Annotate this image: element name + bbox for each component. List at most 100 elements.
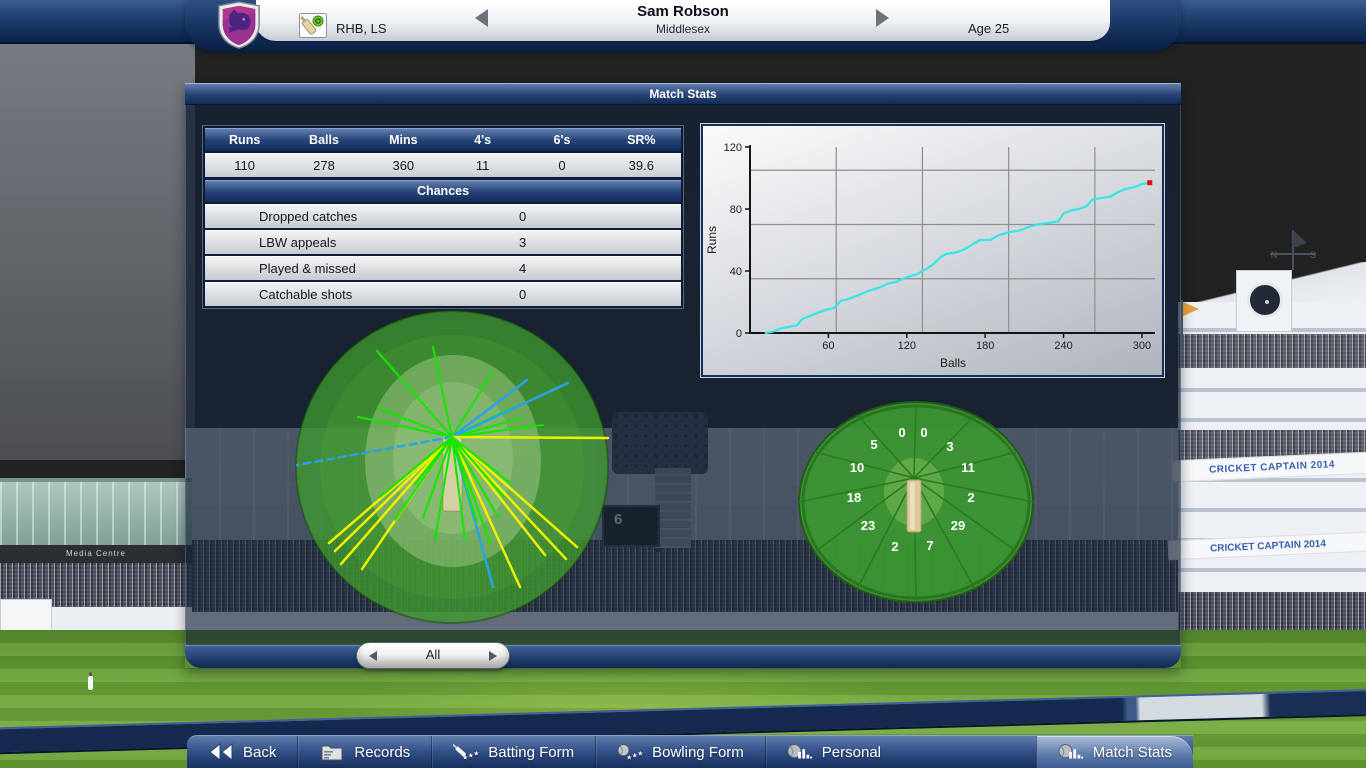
svg-text:120: 120	[724, 142, 742, 154]
svg-text:★: ★	[638, 750, 644, 758]
svg-text:Runs: Runs	[705, 226, 719, 254]
stat-value: 0	[558, 158, 566, 173]
player-age: Age 25	[968, 21, 1010, 36]
svg-text:★: ★	[632, 752, 638, 760]
ball-bars-icon	[1058, 741, 1084, 763]
media-centre-glass	[0, 478, 192, 545]
chances-row: Dropped catches 0	[205, 204, 681, 228]
zone-runs-label: 2	[967, 490, 974, 505]
svg-text:★: ★	[468, 752, 474, 760]
nav-label: Back	[243, 743, 277, 761]
player-banner: RHB, LS Sam Robson Middlesex Age 25	[256, 0, 1110, 43]
nav-back[interactable]: Back	[187, 736, 297, 768]
zone-runs-label: 23	[861, 518, 875, 533]
wagon-wheel	[295, 310, 610, 624]
svg-text:★: ★	[626, 753, 632, 761]
innings-filter[interactable]: All	[356, 642, 510, 669]
stats-header-row: Runs Balls Mins 4's 6's SR%	[205, 128, 681, 151]
ball-bars-icon	[787, 741, 813, 763]
stat-value: 11	[475, 158, 490, 173]
chances-value: 0	[519, 287, 527, 302]
chances-row: Catchable shots 0	[205, 282, 681, 306]
batting-stats-table: Runs Balls Mins 4's 6's SR% 110 278 360 11 0 39.6 …	[203, 126, 683, 308]
nav-records[interactable]: Records	[297, 736, 431, 768]
stat-value: 278	[313, 158, 335, 173]
svg-text:240: 240	[1054, 340, 1072, 352]
nav-bowling-form[interactable]: ★ ★ ★ Bowling Form	[595, 736, 765, 768]
chances-label: Dropped catches	[259, 209, 358, 224]
chances-label: LBW appeals	[259, 235, 337, 250]
fielder	[88, 672, 93, 690]
nav-batting-form[interactable]: ★ ★ ★ Batting Form	[431, 736, 595, 768]
zone-runs-label: 10	[850, 460, 864, 475]
svg-text:180: 180	[976, 340, 994, 352]
stat-column-header: Balls	[309, 133, 339, 147]
team-crest-icon	[218, 1, 260, 49]
svg-text:0: 0	[736, 328, 742, 340]
folder-icon	[319, 741, 345, 763]
player-name: Sam Robson	[637, 3, 729, 20]
zone-runs-label: 11	[961, 460, 975, 475]
chances-value: 0	[519, 209, 527, 224]
ball-stars-icon: ★ ★ ★	[617, 741, 643, 763]
svg-text:80: 80	[730, 204, 742, 216]
zone-runs-label: 7	[926, 538, 933, 553]
nav-label: Records	[354, 743, 411, 761]
filter-prev-arrow[interactable]	[369, 651, 377, 661]
nav-label: Bowling Form	[652, 743, 744, 761]
svg-text:★: ★	[474, 750, 480, 758]
next-player-arrow[interactable]	[876, 9, 889, 27]
nav-label: Match Stats	[1092, 743, 1172, 761]
chances-value: 4	[519, 261, 527, 276]
zone-runs-label: 5	[870, 437, 877, 452]
clock-tower	[1236, 270, 1292, 332]
svg-text:Balls: Balls	[940, 356, 966, 370]
stat-column-header: Runs	[229, 133, 261, 147]
filter-value: All	[425, 647, 441, 662]
media-centre-sign: Media Centre	[0, 545, 192, 563]
crowd	[1178, 334, 1366, 368]
svg-text:★: ★	[463, 753, 469, 761]
svg-text:60: 60	[822, 340, 834, 352]
chances-value: 3	[519, 235, 527, 250]
nav-match-stats[interactable]: Match Stats	[1035, 736, 1193, 768]
run-chart: 60 120 180 240 300 0 40 80 120 Balls Runs	[705, 142, 1155, 370]
nav-personal[interactable]: Personal	[764, 736, 902, 768]
stat-value: 110	[234, 158, 256, 173]
filter-next-arrow[interactable]	[489, 651, 497, 661]
run-chart-panel: 60 120 180 240 300 0 40 80 120 Balls Runs	[701, 124, 1164, 377]
zone-runs-label: 29	[951, 518, 965, 533]
clock	[1247, 282, 1283, 318]
chances-label: Catchable shots	[259, 287, 353, 302]
match-stats-panel: Match Stats Runs Balls Mins 4's 6's SR% 110 27…	[185, 83, 1181, 669]
weather-vane-icon: N S	[1270, 230, 1316, 270]
zone-runs-label: 3	[946, 439, 953, 454]
svg-text:N: N	[1271, 250, 1278, 260]
batting-style-icon	[299, 13, 327, 38]
nav-label: Personal	[821, 743, 881, 761]
chances-row: Played & missed 4	[205, 256, 681, 280]
chances-row: LBW appeals 3	[205, 230, 681, 254]
chances-header: Chances	[205, 180, 681, 202]
stat-column-header: SR%	[627, 133, 656, 147]
stat-column-header: Mins	[389, 133, 418, 147]
media-centre-stand: Media Centre CRICKET CAPTAIN 2014	[0, 478, 192, 653]
chances-label: Played & missed	[259, 261, 356, 276]
zone-runs-label: 2	[891, 539, 898, 554]
zone-runs-label: 0	[898, 425, 905, 440]
bat-stars-icon: ★ ★ ★	[453, 741, 479, 763]
flag	[1183, 302, 1199, 316]
stat-value: 360	[392, 158, 415, 173]
svg-text:300: 300	[1133, 340, 1151, 352]
panel-title: Match Stats	[185, 83, 1181, 105]
svg-text:120: 120	[898, 340, 916, 352]
stat-column-header: 4's	[474, 133, 492, 147]
bottom-nav: Back Records ★ ★ ★ Batting Form ★ ★ ★ Bowling For…	[187, 735, 1193, 768]
cloud-haze	[0, 40, 195, 460]
nav-label: Batting Form	[488, 743, 575, 761]
prev-player-arrow[interactable]	[475, 9, 488, 27]
stat-column-header: 6's	[553, 133, 571, 147]
stats-values-row: 110 278 360 11 0 39.6	[205, 153, 681, 177]
